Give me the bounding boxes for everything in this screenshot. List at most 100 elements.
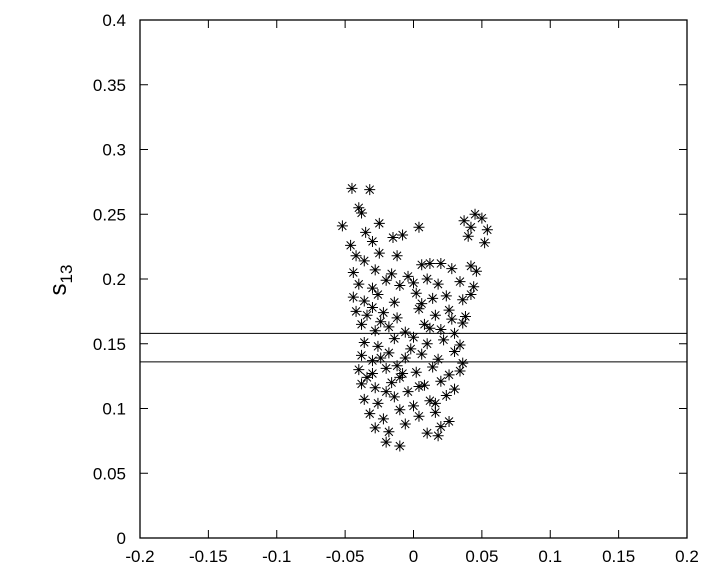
scatter-point <box>383 426 395 438</box>
x-tick-label: 0.05 <box>465 547 498 566</box>
scatter-point <box>391 312 403 324</box>
scatter-point <box>375 316 387 328</box>
scatter-point <box>361 309 373 321</box>
scatter-point <box>449 383 461 395</box>
scatter-point <box>353 278 365 290</box>
scatter-point <box>383 347 395 359</box>
y-tick-label: 0 <box>117 529 126 548</box>
scatter-point <box>356 378 368 390</box>
y-tick-label: 0.05 <box>93 464 126 483</box>
scatter-point <box>408 277 419 289</box>
scatter-point <box>413 303 425 315</box>
y-tick-label: 0.4 <box>102 11 126 30</box>
scatter-point <box>465 260 477 272</box>
scatter-point <box>391 250 403 262</box>
scatter-point <box>429 397 441 409</box>
scatter-point <box>388 296 400 308</box>
scatter-point <box>416 348 428 360</box>
scatter-point <box>418 318 430 330</box>
scatter-point <box>427 292 439 304</box>
scatter-point <box>424 257 436 269</box>
scatter-point <box>408 331 419 343</box>
scatter-point <box>369 325 381 337</box>
scatter-point <box>416 298 428 310</box>
scatter-point <box>410 366 422 378</box>
scatter-point <box>366 301 378 313</box>
scatter-point <box>421 273 433 285</box>
scatter-point <box>429 406 441 418</box>
scatter-point <box>366 368 378 380</box>
scatter-point <box>481 224 493 236</box>
scatter-point <box>429 309 441 321</box>
scatter-point <box>369 264 381 276</box>
scatter-point <box>440 290 452 302</box>
scatter-point <box>418 379 430 391</box>
x-tick-label: 0.1 <box>538 547 562 566</box>
scatter-point <box>465 289 477 301</box>
y-axis-label: s13 <box>45 265 76 296</box>
scatter-point <box>358 393 370 405</box>
scatter-point <box>380 436 392 448</box>
scatter-point <box>377 413 389 425</box>
scatter-point <box>383 321 395 333</box>
scatter-point <box>350 250 362 262</box>
scatter-point <box>380 274 392 286</box>
scatter-point <box>399 418 411 430</box>
scatter-point <box>402 386 414 398</box>
x-tick-label: 0 <box>409 547 418 566</box>
y-axis-label-base: s <box>45 283 72 295</box>
scatter-point <box>468 281 480 293</box>
scatter-point <box>410 287 422 299</box>
scatter-point <box>358 255 370 267</box>
scatter-point <box>380 362 392 374</box>
scatter-point <box>446 263 458 275</box>
y-tick-label: 0.1 <box>102 400 126 419</box>
scatter-point <box>476 212 488 224</box>
scatter-point <box>399 352 411 364</box>
scatter-point <box>356 349 368 361</box>
y-tick-label: 0.3 <box>102 141 126 160</box>
scatter-point <box>345 239 357 251</box>
scatter-point <box>459 311 471 323</box>
x-tick-label: -0.2 <box>125 547 154 566</box>
x-tick-label: -0.05 <box>326 547 365 566</box>
axis-ticks <box>139 19 688 539</box>
x-axis-tick-labels: -0.2 -0.15 -0.1 -0.05 0 0.05 0.1 0.15 0.2 <box>125 547 698 566</box>
scatter-point <box>469 208 481 220</box>
scatter-point <box>358 336 370 348</box>
scatter-point <box>432 278 444 290</box>
scatter-point <box>366 355 378 367</box>
scatter-point <box>358 295 370 307</box>
scatter-point <box>413 410 425 422</box>
scatter-point <box>440 390 452 402</box>
scatter-point <box>347 291 359 303</box>
scatter-point <box>397 229 409 241</box>
scatter-point <box>373 217 385 229</box>
scatter-point <box>457 317 469 329</box>
scatter-point <box>356 207 368 219</box>
scatter-point <box>350 305 362 317</box>
scatter-point <box>416 259 428 271</box>
y-axis-label-subscript: 13 <box>57 265 76 284</box>
scatter-point <box>470 265 482 277</box>
scatter-point <box>435 375 447 387</box>
scatter-point <box>438 334 450 346</box>
y-tick-label: 0.2 <box>102 270 126 289</box>
scatter-point <box>388 333 400 345</box>
scatter-point <box>366 235 378 247</box>
scatter-point <box>360 226 372 238</box>
scatter-point <box>394 371 406 383</box>
scatter-point <box>336 220 348 232</box>
scatter-point <box>421 338 433 350</box>
scatter-point <box>421 427 433 439</box>
scatter-point <box>353 202 365 214</box>
scatter-point <box>399 326 411 338</box>
scatter-point <box>454 339 466 351</box>
scatter-point <box>369 422 381 434</box>
y-tick-label: 0.25 <box>93 205 126 224</box>
scatter-point <box>432 353 444 365</box>
y-axis-tick-labels: 0 0.05 0.1 0.15 0.2 0.25 0.3 0.35 0.4 <box>93 11 126 548</box>
x-tick-label: -0.15 <box>189 547 228 566</box>
scatter-point <box>377 307 389 319</box>
